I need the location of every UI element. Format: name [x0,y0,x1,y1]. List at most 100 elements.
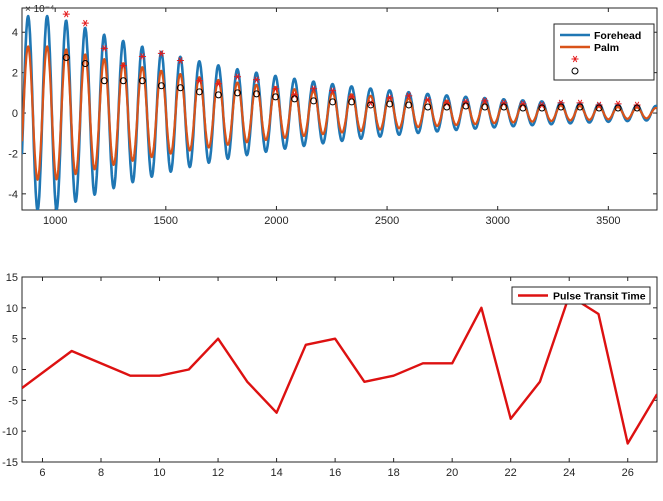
bottom-plot-box [21,276,658,463]
bottom-y-tick-label: 10 [6,303,18,315]
bottom-x-tick-label: 16 [329,467,341,479]
star-marker [519,100,527,108]
bottom-y-tick-label: 0 [12,365,18,377]
legend-label: Forehead [594,30,641,42]
star-marker [253,76,260,83]
star-marker [215,80,222,88]
star-marker [234,73,241,80]
star-marker [272,85,280,93]
star-marker [500,99,508,107]
circle-marker [595,104,603,112]
top-series-group [22,10,657,210]
legend-star-marker [571,55,579,63]
circle-marker [405,101,413,109]
circle-marker [557,103,565,111]
circle-marker [329,98,337,106]
star-marker [157,50,165,57]
star-marker [576,99,584,107]
circle-marker [462,102,470,110]
circle-marker [138,77,146,85]
circle-marker [81,60,89,68]
bottom-x-tick-label: 10 [153,467,165,479]
circle-marker [500,103,508,111]
bottom-x-tick-label: 20 [446,467,458,479]
legend-box [511,286,651,305]
bottom-y-tick-label: 5 [12,334,18,346]
star-marker [291,91,299,99]
star-marker [62,10,70,18]
top-y-exponent-label: × 10⁻⁴ [25,4,54,15]
circle-marker [576,103,584,111]
circle-marker [176,84,184,92]
circle-marker [633,104,641,112]
bottom-x-tick-label: 6 [39,467,45,479]
palm-series-line [22,45,657,181]
top-x-tick-label: 2500 [375,215,399,227]
bottom-x-tick-label: 18 [388,467,400,479]
star-marker [481,97,489,105]
star-marker [386,94,394,102]
circle-marker [119,77,127,85]
top-x-tick-label: 2000 [264,215,288,227]
circle-marker [386,100,394,108]
bottom-x-tick-label: 12 [212,467,224,479]
top-y-tick-label: -4 [8,189,18,201]
circle-marker [100,77,108,85]
circle-marker [195,88,203,96]
circle-marker [367,101,375,109]
circle-marker [157,82,165,90]
star-marker [348,93,356,101]
circle-marker [519,104,527,112]
circle-marker [481,103,489,111]
circle-marker [234,89,242,97]
star-marker [195,77,203,85]
circle-marker [310,97,318,105]
circle-marker [62,53,70,61]
circle-marker [538,104,546,112]
bottom-x-tick-label: 26 [622,467,634,479]
circle-marker [291,95,299,103]
bottom-y-tick-label: -10 [2,426,18,438]
legend-label: Pulse Transit Time [553,291,646,303]
bottom-series-group [22,294,657,445]
star-marker [405,92,413,100]
circle-marker [443,103,451,111]
circle-marker [272,93,280,101]
bottom-y-tick-label: -15 [2,457,18,469]
star-marker [81,19,89,27]
circle-marker [253,90,261,98]
bottom-axes: 6 8 10 12 14 16 18 20 22 24 26 15 10 5 0 -5 -10 -15 [2,272,658,479]
bottom-x-tick-label: 22 [505,467,517,479]
star-marker [100,45,108,52]
star-marker [424,96,432,104]
top-y-tick-label: 2 [12,68,18,80]
star-marker [329,87,337,95]
top-y-tick-label: 0 [12,108,18,120]
top-x-tick-label: 1500 [154,215,178,227]
star-marker [557,99,565,107]
star-marker [176,57,184,64]
circle-marker [614,104,622,112]
bottom-x-tick-label: 8 [98,467,104,479]
circle-marker [214,91,222,99]
star-marker [614,100,622,108]
bottom-y-tick-label: 15 [6,272,18,284]
top-x-tick-label: 1000 [43,215,67,227]
circle-marker [424,103,432,111]
top-x-tick-label: 3000 [485,215,509,227]
legend-label: Palm [594,42,619,54]
legend-circle-marker [571,67,579,75]
star-marker [138,53,146,60]
circle-marker [348,98,356,106]
top-y-tick-label: -2 [8,148,18,160]
top-x-tick-label: 3500 [596,215,620,227]
star-marker [119,62,127,69]
star-marker [462,98,470,106]
bottom-x-tick-label: 14 [270,467,282,479]
legend-box [553,23,655,81]
bottom-y-tick-label: -5 [8,395,18,407]
top-y-tick-label: 4 [12,27,18,39]
bottom-legend: Pulse Transit Time [511,286,651,305]
